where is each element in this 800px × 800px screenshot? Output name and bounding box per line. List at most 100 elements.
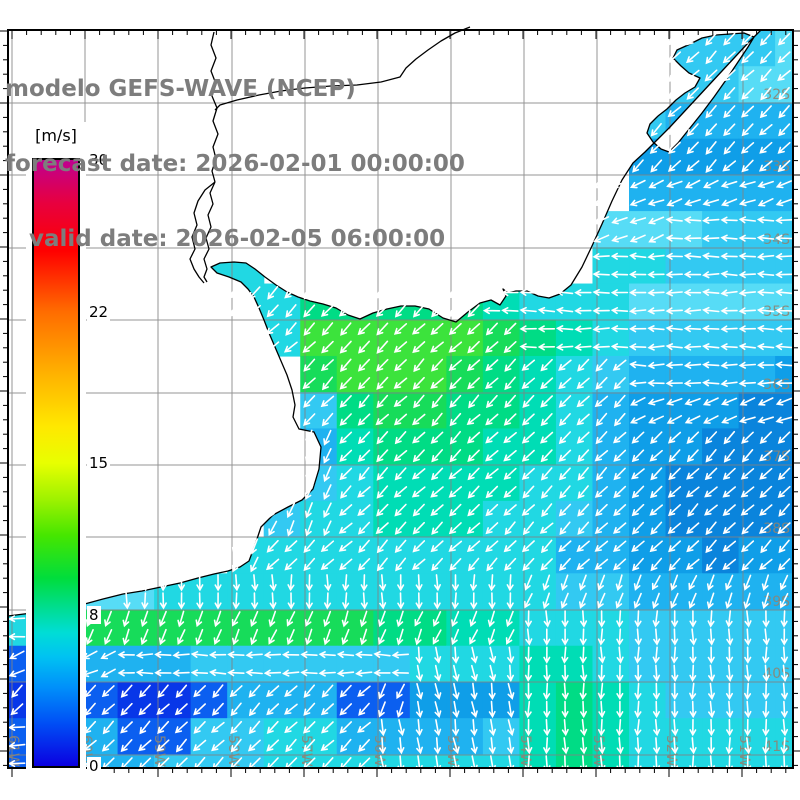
lat-tick-label: 34S bbox=[763, 232, 790, 248]
wind-arrow bbox=[702, 271, 720, 279]
wind-arrow bbox=[634, 664, 642, 682]
wind-arrow bbox=[598, 610, 606, 628]
wind-arrow bbox=[521, 431, 535, 444]
wind-arrow bbox=[469, 629, 479, 645]
wind-arrow bbox=[416, 683, 424, 700]
wind-arrow bbox=[738, 181, 756, 189]
wind-arrow bbox=[213, 629, 222, 645]
field-cell bbox=[555, 645, 594, 683]
wind-arrow bbox=[323, 520, 332, 537]
wind-arrow bbox=[702, 234, 720, 242]
wind-arrow bbox=[576, 395, 590, 408]
wind-arrow bbox=[135, 669, 154, 677]
wind-arrow bbox=[543, 664, 551, 682]
field-cell bbox=[629, 319, 667, 357]
wind-arrow bbox=[449, 503, 462, 517]
wind-arrow bbox=[726, 718, 733, 737]
wind-arrow bbox=[597, 574, 606, 591]
wind-arrow bbox=[702, 252, 720, 260]
field-cell bbox=[702, 718, 740, 755]
wind-arrow bbox=[592, 343, 610, 351]
wind-arrow bbox=[722, 522, 736, 535]
wind-arrow bbox=[250, 556, 259, 573]
wind-arrow bbox=[671, 610, 679, 628]
wind-arrow bbox=[777, 141, 791, 154]
wind-arrow bbox=[375, 413, 389, 426]
wind-arrow bbox=[779, 592, 789, 609]
wind-arrow bbox=[378, 629, 387, 645]
wind-arrow bbox=[320, 540, 335, 553]
wind-arrow bbox=[720, 289, 738, 297]
wind-arrow bbox=[411, 468, 426, 480]
wind-arrow bbox=[525, 610, 532, 628]
wind-arrow bbox=[537, 325, 556, 333]
wind-arrow bbox=[705, 539, 717, 554]
wind-arrow bbox=[303, 684, 315, 699]
wind-arrow bbox=[485, 359, 499, 372]
wind-arrow bbox=[707, 646, 715, 664]
field-cell bbox=[117, 754, 155, 768]
wind-arrow bbox=[612, 359, 627, 371]
wind-arrow bbox=[576, 540, 590, 553]
wind-arrow bbox=[543, 610, 551, 628]
wind-arrow bbox=[777, 558, 791, 571]
wind-arrow bbox=[485, 522, 499, 535]
wind-arrow bbox=[485, 450, 499, 462]
wind-arrow bbox=[722, 69, 736, 82]
field-cell bbox=[409, 681, 447, 719]
wind-arrow bbox=[269, 574, 277, 592]
wind-arrow bbox=[777, 32, 791, 46]
wind-arrow bbox=[744, 718, 752, 737]
wind-arrow bbox=[394, 286, 407, 300]
wind-arrow bbox=[758, 558, 773, 571]
wind-arrow bbox=[579, 628, 587, 646]
wind-arrow bbox=[412, 521, 425, 535]
wind-arrow bbox=[452, 700, 460, 719]
wind-arrow bbox=[612, 540, 627, 553]
wind-arrow bbox=[615, 574, 623, 592]
field-cell bbox=[775, 247, 793, 285]
wind-arrow bbox=[705, 32, 717, 46]
wind-arrow bbox=[631, 468, 645, 480]
wind-arrow bbox=[684, 198, 701, 207]
wind-arrow bbox=[555, 325, 574, 333]
field-cell bbox=[336, 645, 374, 683]
wind-arrow bbox=[592, 307, 610, 315]
wind-arrow bbox=[467, 323, 481, 335]
wind-arrow bbox=[449, 558, 462, 571]
wind-arrow bbox=[467, 485, 480, 499]
wind-arrow bbox=[393, 395, 408, 408]
wind-arrow bbox=[379, 592, 387, 610]
wind-arrow bbox=[543, 737, 551, 755]
wind-arrow bbox=[211, 739, 225, 752]
wind-arrow bbox=[647, 325, 665, 333]
wind-arrow bbox=[156, 739, 170, 752]
wind-arrow bbox=[598, 700, 606, 719]
wind-arrow bbox=[561, 664, 569, 682]
wind-arrow bbox=[321, 322, 334, 336]
wind-arrow bbox=[322, 376, 334, 391]
wind-arrow bbox=[540, 449, 553, 463]
wind-arrow bbox=[539, 431, 554, 444]
wind-arrow bbox=[471, 701, 478, 718]
wind-arrow bbox=[629, 217, 647, 225]
wind-arrow bbox=[561, 719, 569, 737]
wind-arrow bbox=[738, 361, 756, 369]
wind-arrow bbox=[489, 646, 497, 664]
wind-arrow bbox=[593, 234, 610, 243]
wind-arrow bbox=[634, 610, 642, 628]
wind-arrow bbox=[610, 343, 629, 351]
field-cell bbox=[154, 645, 192, 683]
wind-arrow bbox=[613, 485, 627, 499]
wind-arrow bbox=[506, 592, 514, 610]
wind-arrow bbox=[507, 683, 515, 700]
wind-arrow bbox=[722, 558, 737, 571]
field-cell bbox=[629, 681, 667, 719]
wind-arrow bbox=[485, 341, 499, 353]
wind-arrow bbox=[232, 628, 240, 646]
wind-arrow bbox=[120, 702, 133, 716]
wind-arrow bbox=[540, 358, 553, 372]
wind-arrow bbox=[320, 703, 334, 716]
wind-arrow bbox=[451, 628, 460, 646]
